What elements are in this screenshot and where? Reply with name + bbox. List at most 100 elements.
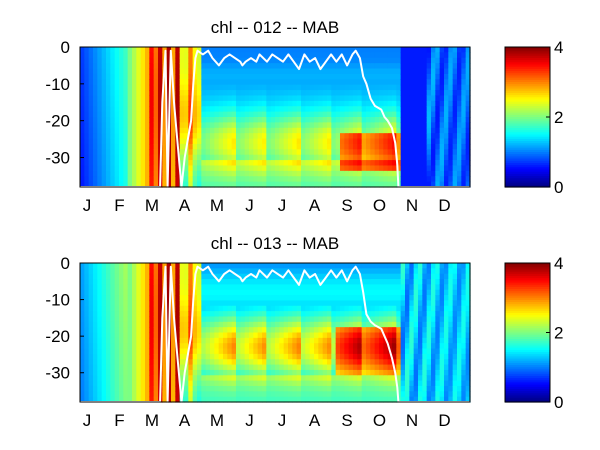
heatmap-cell: [192, 90, 198, 97]
heatmap-cell: [123, 300, 129, 307]
heatmap-cell: [249, 332, 254, 339]
heatmap-cell: [236, 284, 241, 291]
heatmap-cell: [396, 295, 402, 302]
heatmap-cell: [127, 68, 133, 75]
heatmap-cell: [275, 268, 280, 275]
heatmap-cell: [158, 95, 163, 102]
heatmap-cell: [205, 391, 211, 398]
heatmap-cell: [340, 263, 345, 269]
heatmap-cell: [110, 57, 116, 64]
heatmap-cell: [444, 111, 449, 118]
heatmap-cell: [197, 364, 202, 371]
heatmap-cell: [266, 47, 272, 53]
heatmap-cell: [231, 295, 237, 302]
heatmap-cell: [322, 337, 328, 344]
heatmap-cell: [457, 127, 462, 134]
heatmap-cell: [158, 57, 163, 64]
heatmap-cell: [405, 380, 410, 387]
heatmap-cell: [322, 364, 328, 371]
heatmap-cell: [192, 396, 198, 403]
colorbar-band: [505, 77, 550, 81]
heatmap-cell: [309, 263, 315, 269]
heatmap-cell: [145, 343, 150, 350]
heatmap-cell: [396, 311, 402, 318]
heatmap-cell: [227, 165, 233, 172]
heatmap-cell: [418, 391, 423, 398]
heatmap-cell: [123, 364, 129, 371]
heatmap-cell: [292, 295, 298, 302]
heatmap-cell: [426, 133, 432, 140]
heatmap-cell: [283, 369, 289, 376]
heatmap-cell: [197, 311, 202, 318]
heatmap-cell: [210, 295, 215, 302]
heatmap-cell: [396, 95, 402, 102]
heatmap-cell: [162, 122, 168, 129]
heatmap-cell: [305, 106, 311, 113]
heatmap-cell: [457, 143, 462, 150]
heatmap-cell: [106, 170, 111, 177]
heatmap-cell: [266, 165, 272, 172]
heatmap-cell: [158, 321, 163, 328]
colorbar-band: [505, 149, 550, 153]
heatmap-cell: [223, 176, 228, 183]
heatmap-cell: [387, 47, 393, 53]
heatmap-cell: [353, 289, 358, 296]
heatmap-cell: [318, 73, 324, 80]
heatmap-cell: [114, 295, 120, 302]
heatmap-cell: [93, 369, 98, 376]
x-tick-label: A: [179, 411, 191, 430]
heatmap-cell: [305, 316, 311, 323]
heatmap-cell: [431, 289, 436, 296]
heatmap-cell: [331, 369, 337, 376]
heatmap-cell: [270, 289, 276, 296]
heatmap-cell: [123, 73, 129, 80]
heatmap-cell: [93, 311, 98, 318]
heatmap-cell: [418, 385, 423, 392]
heatmap-cell: [175, 52, 181, 59]
heatmap-cell: [145, 263, 150, 269]
heatmap-cell: [197, 133, 202, 140]
heatmap-cell: [145, 181, 150, 188]
heatmap-cell: [392, 321, 397, 328]
heatmap-cell: [335, 385, 341, 392]
heatmap-cell: [84, 295, 90, 302]
heatmap-cell: [175, 63, 181, 70]
heatmap-cell: [119, 316, 124, 323]
heatmap-cell: [214, 95, 220, 102]
heatmap-cell: [210, 106, 215, 113]
heatmap-cell: [301, 263, 306, 269]
heatmap-cell: [413, 337, 419, 344]
heatmap-cell: [426, 84, 432, 91]
heatmap-cell: [184, 396, 189, 403]
heatmap-cell: [288, 57, 293, 64]
heatmap-cell: [396, 68, 402, 75]
heatmap-cell: [188, 143, 194, 150]
heatmap-cell: [348, 143, 354, 150]
heatmap-cell: [153, 391, 159, 398]
heatmap-cell: [366, 337, 371, 344]
heatmap-cell: [405, 117, 410, 123]
heatmap-cell: [205, 343, 211, 350]
heatmap-cell: [179, 327, 185, 334]
heatmap-cell: [405, 47, 410, 53]
heatmap-cell: [335, 305, 341, 312]
heatmap-cell: [210, 68, 215, 75]
heatmap-cell: [435, 375, 441, 382]
heatmap-cell: [192, 111, 198, 118]
heatmap-cell: [340, 68, 345, 75]
heatmap-cell: [93, 111, 98, 118]
heatmap-cell: [361, 79, 367, 86]
heatmap-cell: [327, 181, 332, 188]
heatmap-cell: [422, 391, 428, 398]
heatmap-cell: [392, 343, 397, 350]
colorbar-band: [505, 184, 550, 188]
heatmap-cell: [106, 111, 111, 118]
heatmap-cell: [331, 95, 337, 102]
heatmap-cell: [110, 95, 116, 102]
heatmap-cell: [344, 117, 350, 123]
heatmap-cell: [340, 73, 345, 80]
colorbar-band: [505, 51, 550, 55]
heatmap-cell: [318, 160, 324, 167]
heatmap-cell: [418, 305, 423, 312]
heatmap-cell: [201, 181, 207, 188]
